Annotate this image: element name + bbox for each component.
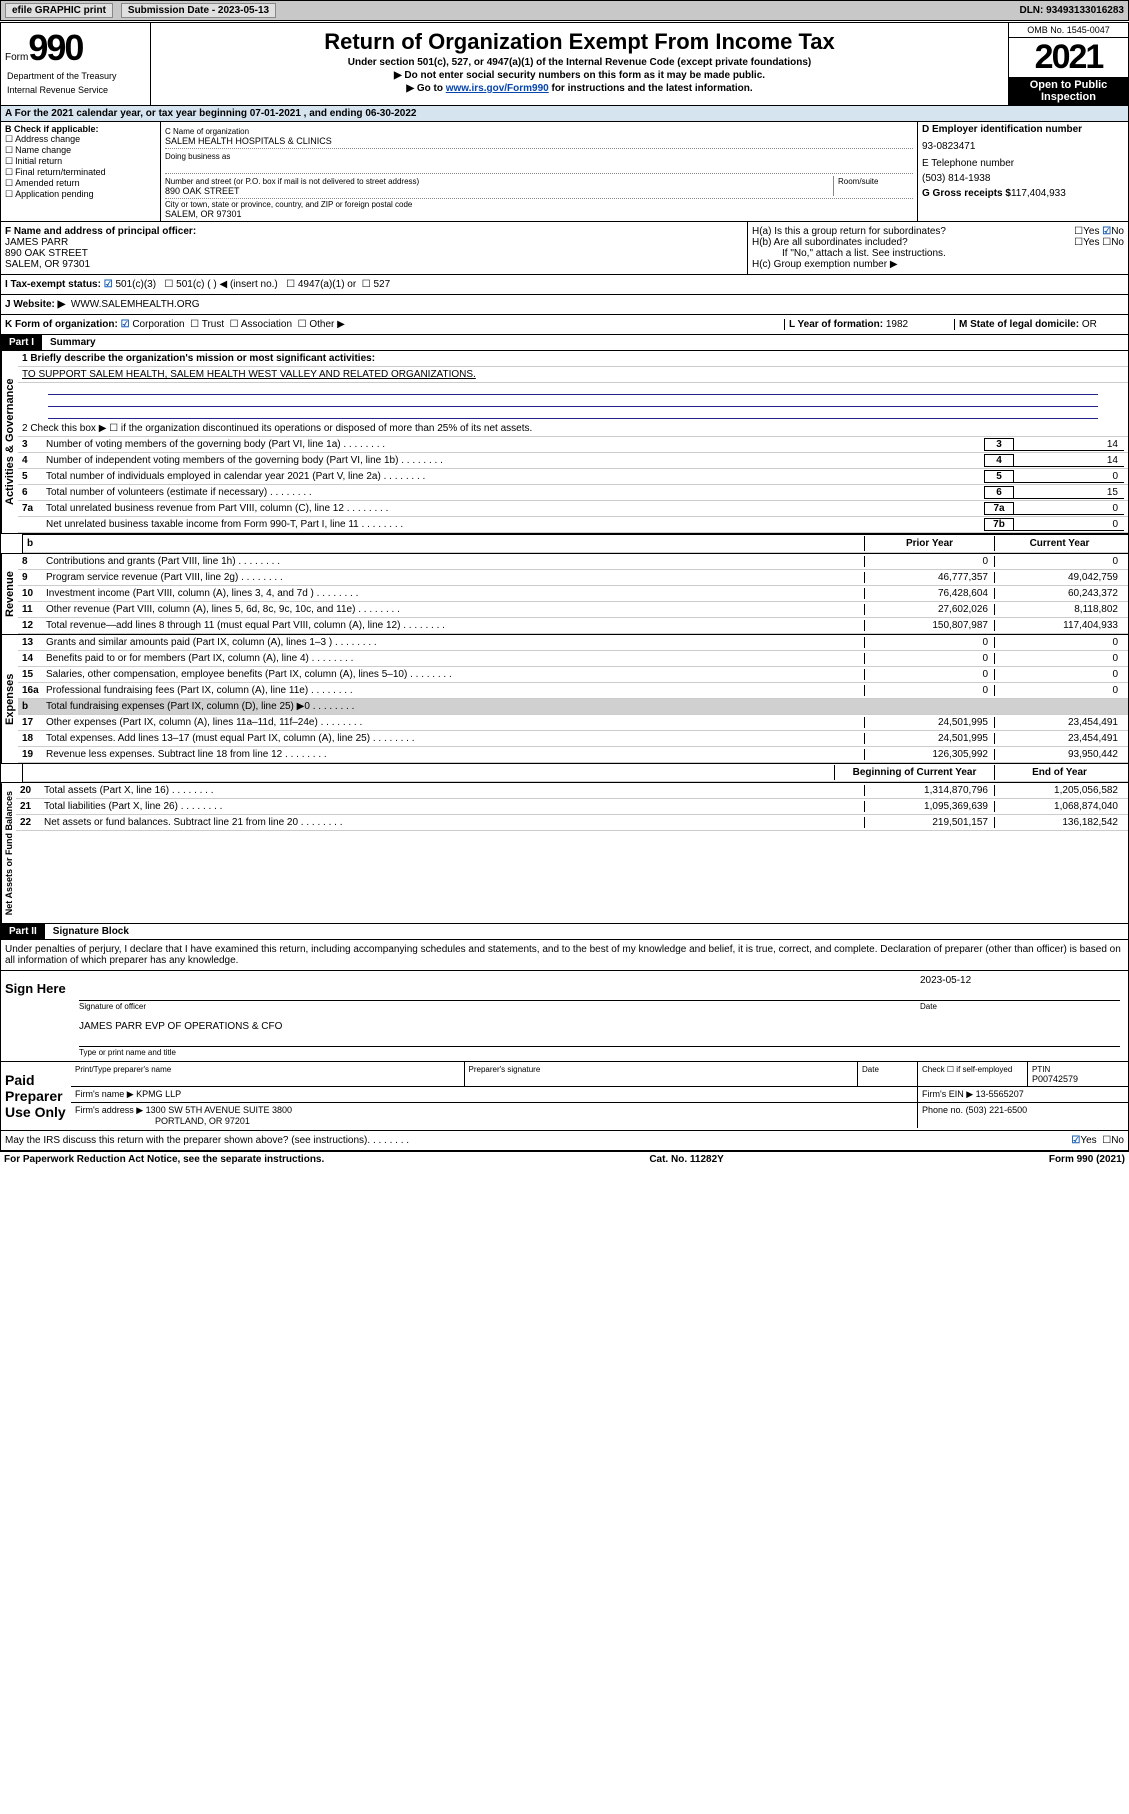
expenses-section: Expenses 13Grants and similar amounts pa… <box>0 635 1129 764</box>
mission-text: TO SUPPORT SALEM HEALTH, SALEM HEALTH WE… <box>22 369 476 380</box>
dept-treasury: Department of the Treasury <box>5 69 146 83</box>
year-formation: 1982 <box>886 319 908 330</box>
ptin: P00742579 <box>1032 1074 1078 1084</box>
line-b: bTotal fundraising expenses (Part IX, co… <box>18 699 1128 715</box>
chk-address[interactable]: Address change <box>15 134 80 144</box>
section-label-net: Net Assets or Fund Balances <box>1 783 16 923</box>
line-6: 6Total number of volunteers (estimate if… <box>18 485 1128 501</box>
line-12: 12Total revenue—add lines 8 through 11 (… <box>18 618 1128 634</box>
officer-printed: JAMES PARR EVP OF OPERATIONS & CFO <box>79 1021 1120 1032</box>
city-address: SALEM, OR 97301 <box>165 209 242 219</box>
subtitle-3: ▶ Go to www.irs.gov/Form990 for instruct… <box>157 83 1002 94</box>
line-4: 4Number of independent voting members of… <box>18 453 1128 469</box>
domicile: OR <box>1082 319 1097 330</box>
footer: For Paperwork Reduction Act Notice, see … <box>0 1151 1129 1167</box>
subtitle-1: Under section 501(c), 527, or 4947(a)(1)… <box>157 57 1002 68</box>
form-label: Form <box>5 52 28 63</box>
section-label-exp: Expenses <box>1 635 18 763</box>
line-10: 10Investment income (Part VIII, column (… <box>18 586 1128 602</box>
form-number: 990 <box>28 27 82 69</box>
paid-preparer-row: Paid Preparer Use Only Print/Type prepar… <box>0 1062 1129 1131</box>
submission-date-btn[interactable]: Submission Date - 2023-05-13 <box>121 3 276 18</box>
box-d: D Employer identification number 93-0823… <box>918 122 1128 221</box>
chk-amended[interactable]: Amended return <box>15 178 80 188</box>
line-11: 11Other revenue (Part VIII, column (A), … <box>18 602 1128 618</box>
open-inspection: Open to PublicInspection <box>1009 77 1128 105</box>
part2-header: Part II Signature Block <box>0 924 1129 940</box>
chk-initial[interactable]: Initial return <box>15 156 62 166</box>
discuss-row: May the IRS discuss this return with the… <box>0 1131 1129 1151</box>
line-15: 15Salaries, other compensation, employee… <box>18 667 1128 683</box>
line-a: A For the 2021 calendar year, or tax yea… <box>0 106 1129 122</box>
tax-status-row: I Tax-exempt status: ☑ 501(c)(3) ☐ 501(c… <box>0 275 1129 295</box>
line-14: 14Benefits paid to or for members (Part … <box>18 651 1128 667</box>
line-18: 18Total expenses. Add lines 13–17 (must … <box>18 731 1128 747</box>
line-20: 20Total assets (Part X, line 16)1,314,87… <box>16 783 1128 799</box>
org-name: SALEM HEALTH HOSPITALS & CLINICS <box>165 136 332 146</box>
line-17: 17Other expenses (Part IX, column (A), l… <box>18 715 1128 731</box>
irs-link[interactable]: www.irs.gov/Form990 <box>446 83 549 94</box>
firm-addr: 1300 SW 5TH AVENUE SUITE 3800 <box>146 1105 292 1115</box>
tax-year: 2021 <box>1009 38 1128 77</box>
firm-phone: (503) 221-6500 <box>966 1105 1028 1115</box>
line-8: 8Contributions and grants (Part VIII, li… <box>18 554 1128 570</box>
part1-body: Activities & Governance 1 Briefly descri… <box>0 351 1129 534</box>
box-b: B Check if applicable: ☐Address change ☐… <box>1 122 161 221</box>
officer-name: JAMES PARR <box>5 237 68 248</box>
line-7a: 7aTotal unrelated business revenue from … <box>18 501 1128 517</box>
line-9: 9Program service revenue (Part VIII, lin… <box>18 570 1128 586</box>
line-5: 5Total number of individuals employed in… <box>18 469 1128 485</box>
line-3: 3Number of voting members of the governi… <box>18 437 1128 453</box>
ein: 93-0823471 <box>922 135 1124 158</box>
section-fh: F Name and address of principal officer:… <box>0 222 1129 275</box>
netassets-section: Net Assets or Fund Balances 20Total asse… <box>0 783 1129 924</box>
street-address: 890 OAK STREET <box>165 186 240 196</box>
sig-date: 2023-05-12 <box>920 975 1120 986</box>
line-13: 13Grants and similar amounts paid (Part … <box>18 635 1128 651</box>
firm-name: KPMG LLP <box>136 1089 181 1099</box>
phone: (503) 814-1938 <box>922 169 1124 188</box>
line-16a: 16aProfessional fundraising fees (Part I… <box>18 683 1128 699</box>
signature-block: Under penalties of perjury, I declare th… <box>0 940 1129 971</box>
sign-here-row: Sign Here 2023-05-12 Signature of office… <box>0 971 1129 1062</box>
omb-number: OMB No. 1545-0047 <box>1009 23 1128 38</box>
chk-pending[interactable]: Application pending <box>15 189 94 199</box>
line-21: 21Total liabilities (Part X, line 26)1,0… <box>16 799 1128 815</box>
line-22: 22Net assets or fund balances. Subtract … <box>16 815 1128 831</box>
section-bcd: B Check if applicable: ☐Address change ☐… <box>0 122 1129 222</box>
form-header: Form 990 Department of the Treasury Inte… <box>0 22 1129 106</box>
main-title: Return of Organization Exempt From Incom… <box>157 29 1002 55</box>
part1-header: Part I Summary <box>0 335 1129 351</box>
klm-row: K Form of organization: ☑ Corporation ☐ … <box>0 315 1129 335</box>
gross-receipts: 117,404,933 <box>1011 188 1066 199</box>
line-19: 19Revenue less expenses. Subtract line 1… <box>18 747 1128 763</box>
section-label-rev: Revenue <box>1 554 18 634</box>
box-c: C Name of organization SALEM HEALTH HOSP… <box>161 122 918 221</box>
line-7b: Net unrelated business taxable income fr… <box>18 517 1128 533</box>
subtitle-2: ▶ Do not enter social security numbers o… <box>157 70 1002 81</box>
section-label-ag: Activities & Governance <box>1 351 18 533</box>
revenue-section: Revenue 8Contributions and grants (Part … <box>0 554 1129 635</box>
website-row: J Website: ▶ WWW.SALEMHEALTH.ORG <box>0 295 1129 315</box>
toolbar: efile GRAPHIC print Submission Date - 20… <box>0 0 1129 21</box>
dln: DLN: 93493133016283 <box>1019 5 1124 16</box>
firm-ein: 13-5565207 <box>976 1089 1024 1099</box>
chk-name[interactable]: Name change <box>15 145 71 155</box>
efile-print-btn[interactable]: efile GRAPHIC print <box>5 3 113 18</box>
chk-final[interactable]: Final return/terminated <box>15 167 106 177</box>
website-url[interactable]: WWW.SALEMHEALTH.ORG <box>71 299 200 310</box>
irs-label: Internal Revenue Service <box>5 83 146 97</box>
